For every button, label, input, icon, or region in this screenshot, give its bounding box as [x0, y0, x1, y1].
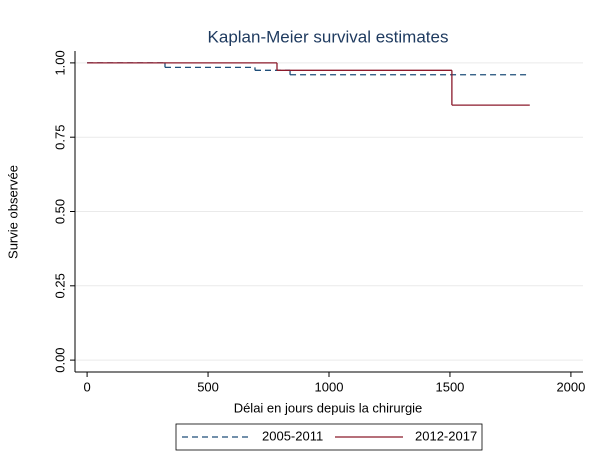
- x-tick-label: 500: [197, 379, 219, 394]
- x-tick-label: 1500: [435, 379, 464, 394]
- x-axis-label: Délai en jours depuis la chirurgie: [234, 400, 423, 415]
- y-tick-label: 0.25: [52, 273, 67, 298]
- legend-label: 2005-2011: [262, 428, 323, 443]
- legend-label: 2012-2017: [415, 428, 477, 443]
- x-tick-label: 2000: [556, 379, 585, 394]
- y-tick-label: 0.75: [52, 125, 67, 150]
- chart-title: Kaplan-Meier survival estimates: [208, 27, 449, 46]
- y-tick-label: 0.00: [52, 347, 67, 372]
- x-tick-label: 1000: [315, 379, 344, 394]
- y-tick-label: 1.00: [52, 50, 67, 75]
- y-axis-label: Survie observée: [5, 165, 20, 259]
- x-tick-label: 0: [83, 379, 90, 394]
- y-tick-label: 0.50: [52, 199, 67, 224]
